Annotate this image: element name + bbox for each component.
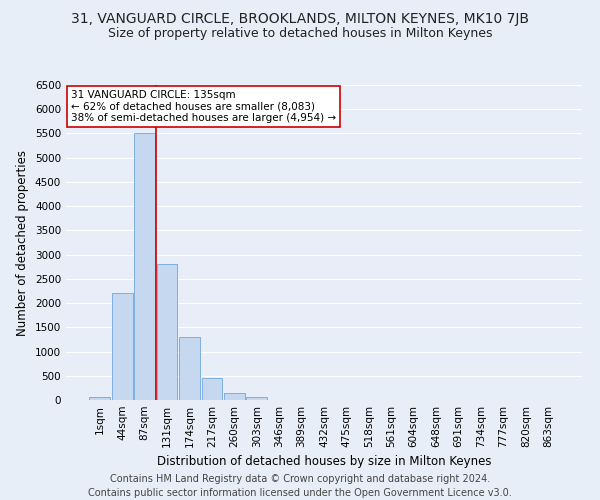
Text: Contains HM Land Registry data © Crown copyright and database right 2024.
Contai: Contains HM Land Registry data © Crown c… bbox=[88, 474, 512, 498]
Bar bbox=[134, 134, 155, 400]
Text: 31 VANGUARD CIRCLE: 135sqm
← 62% of detached houses are smaller (8,083)
38% of s: 31 VANGUARD CIRCLE: 135sqm ← 62% of deta… bbox=[71, 90, 336, 123]
Bar bbox=[224, 392, 245, 400]
Bar bbox=[247, 397, 267, 400]
Bar bbox=[179, 337, 200, 400]
Text: Size of property relative to detached houses in Milton Keynes: Size of property relative to detached ho… bbox=[108, 28, 492, 40]
Bar bbox=[112, 294, 133, 400]
X-axis label: Distribution of detached houses by size in Milton Keynes: Distribution of detached houses by size … bbox=[157, 456, 491, 468]
Bar bbox=[202, 378, 222, 400]
Text: 31, VANGUARD CIRCLE, BROOKLANDS, MILTON KEYNES, MK10 7JB: 31, VANGUARD CIRCLE, BROOKLANDS, MILTON … bbox=[71, 12, 529, 26]
Bar bbox=[89, 398, 110, 400]
Bar bbox=[157, 264, 178, 400]
Y-axis label: Number of detached properties: Number of detached properties bbox=[16, 150, 29, 336]
